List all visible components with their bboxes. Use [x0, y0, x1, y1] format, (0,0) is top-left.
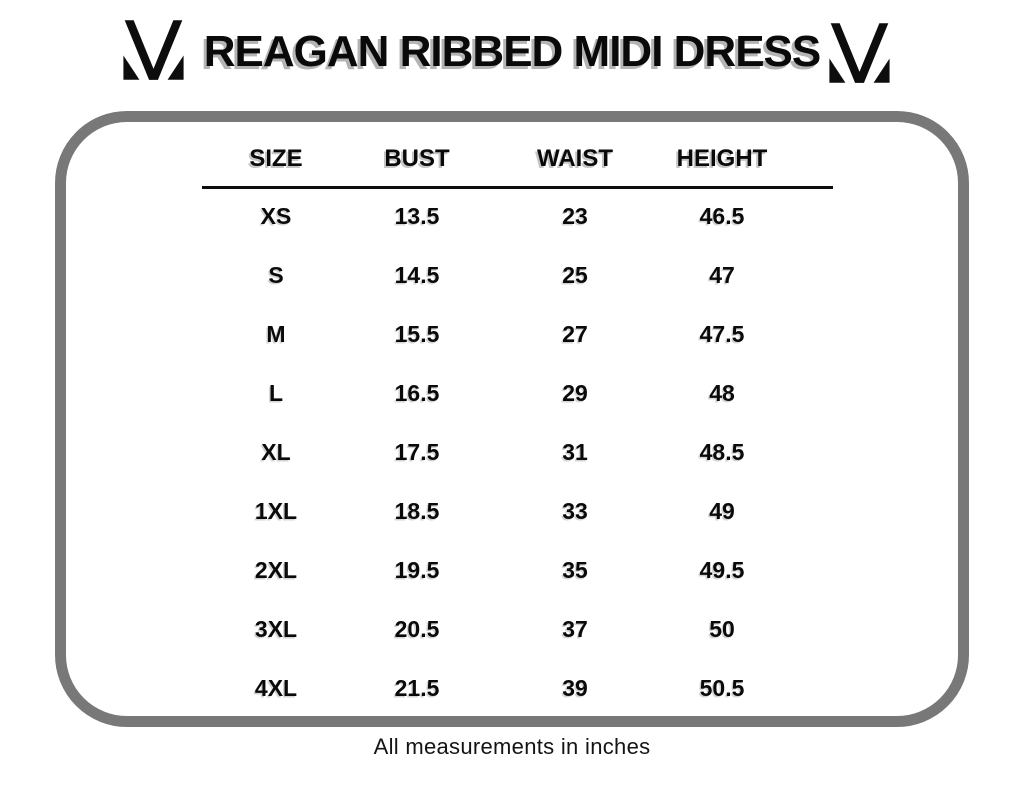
table-header-row: SIZE BUST WAIST HEIGHT — [202, 144, 833, 174]
page-title: REAGAN RIBBED MIDI DRESS — [203, 27, 822, 76]
brand-logo-icon — [829, 23, 890, 83]
size-chart-panel — [55, 111, 969, 727]
column-header: HEIGHT — [676, 145, 768, 172]
column-header: SIZE — [249, 145, 303, 172]
brand-logo-icon — [123, 20, 184, 80]
column-header: WAIST — [537, 145, 613, 172]
measurements-footnote: All measurements in inches — [373, 734, 651, 759]
column-header: BUST — [384, 145, 450, 172]
header-divider — [202, 186, 833, 189]
